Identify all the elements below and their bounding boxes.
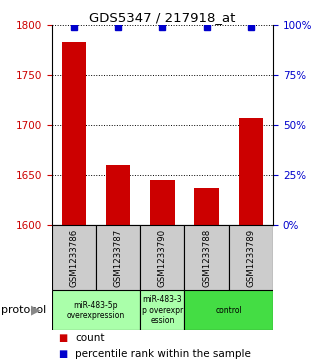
Bar <box>62 42 86 225</box>
Title: GDS5347 / 217918_at: GDS5347 / 217918_at <box>89 11 235 24</box>
Text: GSM1233789: GSM1233789 <box>246 229 255 287</box>
Text: percentile rank within the sample: percentile rank within the sample <box>75 349 251 359</box>
Bar <box>150 180 174 225</box>
Text: protocol: protocol <box>1 305 46 315</box>
Bar <box>52 225 96 290</box>
Text: miR-483-3
p overexpr
ession: miR-483-3 p overexpr ession <box>142 295 183 325</box>
Text: ■: ■ <box>58 349 68 359</box>
Bar <box>239 118 263 225</box>
Text: count: count <box>75 333 105 343</box>
Text: ▶: ▶ <box>31 304 41 317</box>
Bar <box>140 290 184 330</box>
Text: GSM1233787: GSM1233787 <box>114 229 123 287</box>
Text: control: control <box>215 306 242 315</box>
Text: GSM1233788: GSM1233788 <box>202 229 211 287</box>
Bar <box>140 225 184 290</box>
Bar <box>229 225 273 290</box>
Bar <box>194 188 219 225</box>
Bar <box>184 225 229 290</box>
Bar <box>52 290 140 330</box>
Bar <box>106 165 130 225</box>
Text: GSM1233790: GSM1233790 <box>158 229 167 287</box>
Text: GSM1233786: GSM1233786 <box>69 229 78 287</box>
Bar <box>184 290 273 330</box>
Text: miR-483-5p
overexpression: miR-483-5p overexpression <box>67 301 125 320</box>
Text: ■: ■ <box>58 333 68 343</box>
Bar <box>96 225 140 290</box>
